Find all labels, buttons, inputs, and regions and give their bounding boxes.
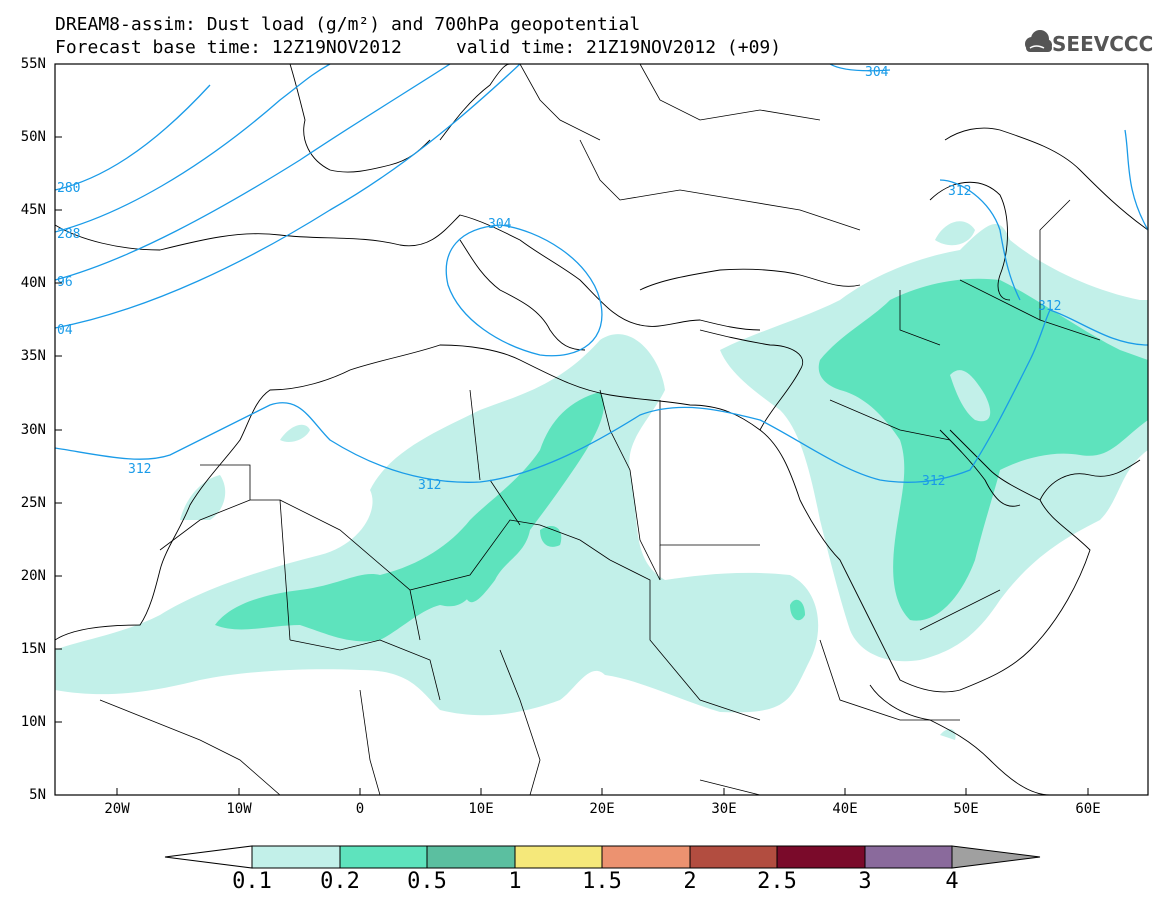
lon-label: 0 xyxy=(355,801,365,817)
contour-label: 312 xyxy=(128,462,151,477)
contour-label: 96 xyxy=(57,275,73,290)
lat-label: 45N xyxy=(20,202,46,218)
map-subtitle: Forecast base time: 12Z19NOV2012 valid t… xyxy=(55,37,782,58)
colorbar-high-arrow xyxy=(951,845,1041,869)
lat-label: 10N xyxy=(20,714,46,730)
colorbar-tick-label: 1 xyxy=(508,869,522,894)
lat-label: 25N xyxy=(20,495,46,511)
contour-label: 312 xyxy=(1038,299,1061,314)
contour-label: 312 xyxy=(418,478,441,493)
colorbar-tick-label: 4 xyxy=(945,869,959,894)
lon-label: 40E xyxy=(832,801,858,817)
colorbar-tick-label: 3 xyxy=(858,869,872,894)
colorbar-bin xyxy=(251,845,341,869)
lat-label: 5N xyxy=(29,787,46,803)
country-borders xyxy=(99,64,1101,795)
colorbar-tick-label: 0.5 xyxy=(407,869,447,894)
lon-label: 30E xyxy=(711,801,737,817)
lat-label: 15N xyxy=(20,641,46,657)
lat-label: 35N xyxy=(20,348,46,364)
colorbar-bin xyxy=(776,845,866,869)
colorbar-tick-label: 0.2 xyxy=(320,869,360,894)
contour-label: 288 xyxy=(57,227,80,242)
lat-label: 50N xyxy=(20,129,46,145)
colorbar-bin xyxy=(514,845,603,869)
colorbar-tick-label: 2 xyxy=(683,869,697,894)
contour-label: 280 xyxy=(57,181,80,196)
contour-label-group: 304 280 288 96 04 304 312 312 312 312 31… xyxy=(57,65,1061,493)
colorbar-bin xyxy=(689,845,778,869)
colorbar-tick-label: 0.1 xyxy=(232,869,272,894)
coastlines xyxy=(55,64,1148,795)
colorbar-bin xyxy=(426,845,516,869)
map-title: DREAM8-assim: Dust load (g/m²) and 700hP… xyxy=(55,14,641,35)
contour-label: 04 xyxy=(57,323,73,338)
lon-label: 20E xyxy=(589,801,615,817)
contour-label: 304 xyxy=(488,217,512,232)
contour-label: 312 xyxy=(922,474,945,489)
lon-label: 10E xyxy=(468,801,494,817)
lon-label: 20W xyxy=(104,801,130,817)
lat-label: 55N xyxy=(20,56,46,72)
geopotential-contours xyxy=(55,64,1148,483)
colorbar xyxy=(164,845,1041,869)
cloud-logo-icon xyxy=(1025,30,1052,52)
contour-label: 312 xyxy=(948,184,971,199)
contour-label: 304 xyxy=(865,65,889,80)
colorbar-bin xyxy=(864,845,953,869)
lon-label: 60E xyxy=(1075,801,1101,817)
colorbar-bin xyxy=(601,845,691,869)
colorbar-tick-label: 1.5 xyxy=(582,869,622,894)
logo-text: SEEVCCC xyxy=(1052,32,1154,56)
colorbar-low-arrow xyxy=(164,845,253,869)
lat-label: 30N xyxy=(20,422,46,438)
lat-label: 20N xyxy=(20,568,46,584)
axis-ticks xyxy=(55,63,1089,795)
colorbar-tick-label: 2.5 xyxy=(757,869,797,894)
lon-label: 50E xyxy=(953,801,979,817)
lat-label: 40N xyxy=(20,275,46,291)
colorbar-bin xyxy=(339,845,428,869)
dust-hole xyxy=(950,370,991,422)
lon-label: 10W xyxy=(226,801,252,817)
